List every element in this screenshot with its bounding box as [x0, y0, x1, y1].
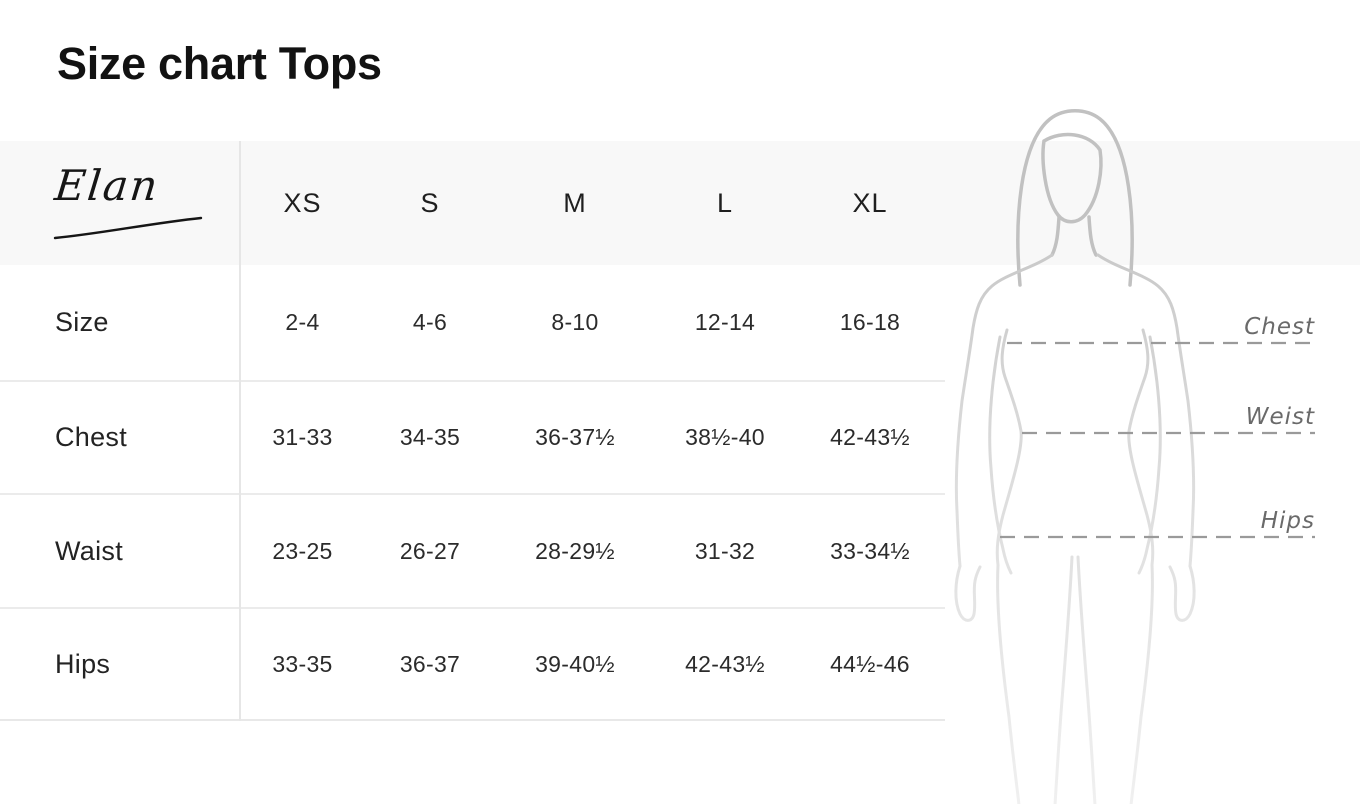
figure-left-torso-leg: [995, 328, 1023, 804]
figure-label-hips: Hips: [1261, 508, 1315, 534]
table-cell-waist-s: 26-27: [399, 537, 461, 564]
figure-neck-left: [1050, 215, 1061, 257]
figure-body: [954, 253, 1196, 804]
figure-left-hand: [954, 564, 982, 622]
figure-right-inner-arm: [1137, 335, 1162, 575]
figure-label-chest: Chest: [1244, 314, 1315, 340]
figure-left-inner-arm: [988, 335, 1013, 575]
row-label-chest: Chest: [55, 422, 128, 452]
figure-right-shoulder-arm: [1096, 253, 1196, 568]
table-row-hips: Hips 33-35 36-37 39-40½ 42-43½ 44½-46: [0, 607, 945, 721]
column-header-xs: XS: [283, 187, 322, 218]
size-chart-table: Elan XS S M L XL Size 2-4 4-6 8-10 12-14…: [0, 141, 945, 721]
figure-left-shoulder-arm: [954, 253, 1054, 568]
table-cell-chest-m: 36-37½: [535, 424, 615, 450]
column-header-s: S: [420, 187, 440, 218]
figure-hair-outline: [1016, 109, 1134, 287]
table-cell-hips-l: 42-43½: [685, 650, 765, 677]
table-vertical-divider: [239, 141, 241, 721]
body-figure-illustration: Chest Weist Hips: [954, 109, 1315, 804]
figure-inner-leg-left: [1053, 555, 1074, 804]
table-cell-waist-xs: 23-25: [272, 537, 333, 564]
table-cell-hips-m: 39-40½: [535, 650, 615, 677]
column-header-m: M: [563, 187, 587, 218]
table-cell-size-m: 8-10: [551, 309, 599, 335]
brand-logo-text: Elan: [52, 161, 162, 210]
row-label-hips: Hips: [55, 648, 111, 679]
table-cell-size-xs: 2-4: [285, 309, 320, 335]
figure-face-outline: [1041, 132, 1103, 224]
figure-right-hand: [1168, 564, 1196, 622]
table-cell-size-xl: 16-18: [839, 309, 901, 335]
figure-label-weist: Weist: [1246, 404, 1315, 430]
row-label-size: Size: [55, 307, 109, 337]
figure-neck-right: [1087, 215, 1098, 257]
column-header-xl: XL: [852, 187, 888, 218]
table-cell-chest-xl: 42-43½: [830, 424, 910, 450]
table-row-waist: Waist 23-25 26-27 28-29½ 31-32 33-34½: [0, 493, 945, 607]
table-cell-hips-xl: 44½-46: [830, 650, 910, 677]
measure-lines: [1000, 341, 1315, 539]
table-cell-waist-m: 28-29½: [535, 537, 615, 564]
row-label-waist: Waist: [55, 535, 123, 566]
brand-logo: Elan: [0, 141, 240, 265]
table-cell-waist-xl: 33-34½: [830, 537, 910, 564]
brand-underline-flourish-icon: [53, 216, 203, 240]
table-cell-size-l: 12-14: [694, 309, 756, 335]
table-cell-chest-l: 38½-40: [685, 424, 765, 450]
figure-right-torso-leg: [1127, 328, 1155, 804]
table-cell-size-s: 4-6: [412, 309, 448, 335]
table-cell-hips-xs: 33-35: [272, 650, 333, 677]
page-title: Size chart Tops: [57, 38, 382, 89]
column-header-l: L: [716, 187, 734, 218]
figure-head: [1016, 109, 1134, 287]
figure-inner-leg-right: [1076, 555, 1097, 804]
table-row-chest: Chest 31-33 34-35 36-37½ 38½-40 42-43½: [0, 380, 945, 493]
table-cell-hips-s: 36-37: [399, 650, 461, 677]
table-row-size: Size 2-4 4-6 8-10 12-14 16-18: [0, 265, 945, 380]
table-cell-chest-s: 34-35: [399, 424, 461, 450]
table-cell-waist-l: 31-32: [694, 537, 756, 564]
table-header-row: Elan XS S M L XL: [0, 141, 945, 265]
table-cell-chest-xs: 31-33: [272, 424, 333, 450]
